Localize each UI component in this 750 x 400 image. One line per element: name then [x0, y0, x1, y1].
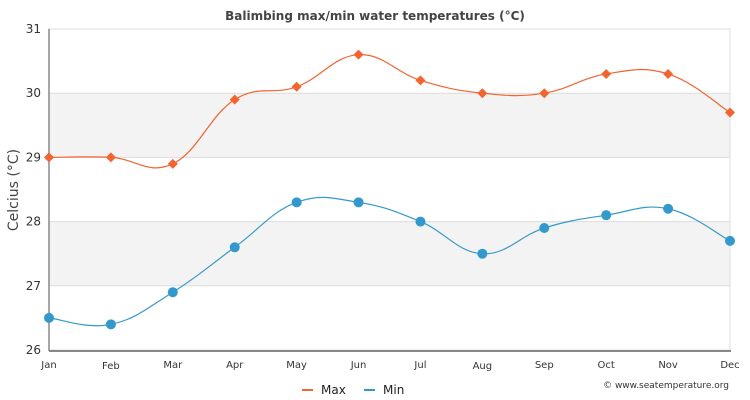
x-tick-label: Mar [163, 360, 183, 371]
data-point-max [477, 88, 488, 99]
data-point-min [105, 319, 116, 330]
data-point-max [105, 152, 116, 163]
x-tick-label: Dec [720, 360, 739, 371]
data-point-min [415, 216, 426, 227]
data-point-max [291, 81, 302, 92]
x-tick-label: Jan [40, 360, 56, 371]
y-tick-label: 26 [26, 343, 41, 357]
data-point-max [539, 88, 550, 99]
data-point-min [663, 203, 674, 214]
gridlines [49, 92, 730, 287]
y-ticks: 26 27 28 29 30 31 [26, 22, 41, 357]
chart-title: Balimbing max/min water temperatures (°C… [225, 9, 525, 23]
band [49, 221, 730, 286]
x-tick-label: Jun [350, 360, 367, 371]
data-point-min [353, 197, 364, 208]
data-point-max [415, 75, 426, 86]
data-point-max [601, 68, 612, 79]
data-point-max [229, 94, 240, 105]
y-tick-label: 27 [26, 279, 41, 293]
data-point-max [353, 49, 364, 60]
y-tick-label: 30 [26, 86, 41, 100]
data-point-max [167, 158, 178, 169]
series-line-min [48, 196, 731, 327]
band [49, 93, 730, 158]
y-tick-label: 31 [26, 22, 41, 36]
legend-max-label[interactable]: Max [321, 383, 346, 397]
y-axis-label: Celcius (°C) [6, 149, 22, 231]
series-markers [44, 49, 735, 330]
data-point-max [725, 107, 735, 118]
y-tick-label: 29 [26, 150, 41, 164]
data-point-min [229, 242, 240, 253]
x-tick-label: Apr [226, 360, 244, 371]
legend: Max Min [302, 383, 404, 397]
x-tick-label: Sep [535, 360, 554, 371]
alternate-bands [49, 93, 730, 286]
x-tick-label: May [286, 360, 307, 371]
x-tick-label: Feb [102, 361, 120, 372]
data-point-min [539, 223, 550, 234]
data-point-min [167, 287, 178, 298]
legend-min-label[interactable]: Min [383, 383, 404, 397]
data-point-min [477, 248, 488, 259]
credit-text: © www.seatemperature.org [603, 381, 729, 391]
y-tick-label: 28 [26, 215, 41, 229]
x-ticks: Jan Feb Mar Apr May Jun Jul Aug Sep Oct Nov Dec [40, 360, 739, 372]
x-tick-label: Jul [413, 360, 426, 371]
data-point-min [44, 312, 54, 323]
data-point-min [601, 210, 612, 221]
x-tick-label: Nov [658, 360, 678, 371]
x-tick-label: Aug [473, 361, 493, 372]
x-tick-label: Oct [598, 360, 615, 371]
data-point-max [663, 68, 674, 79]
plot-border [48, 28, 731, 351]
data-point-max [44, 152, 54, 163]
data-point-min [725, 235, 735, 246]
data-point-min [291, 197, 302, 208]
